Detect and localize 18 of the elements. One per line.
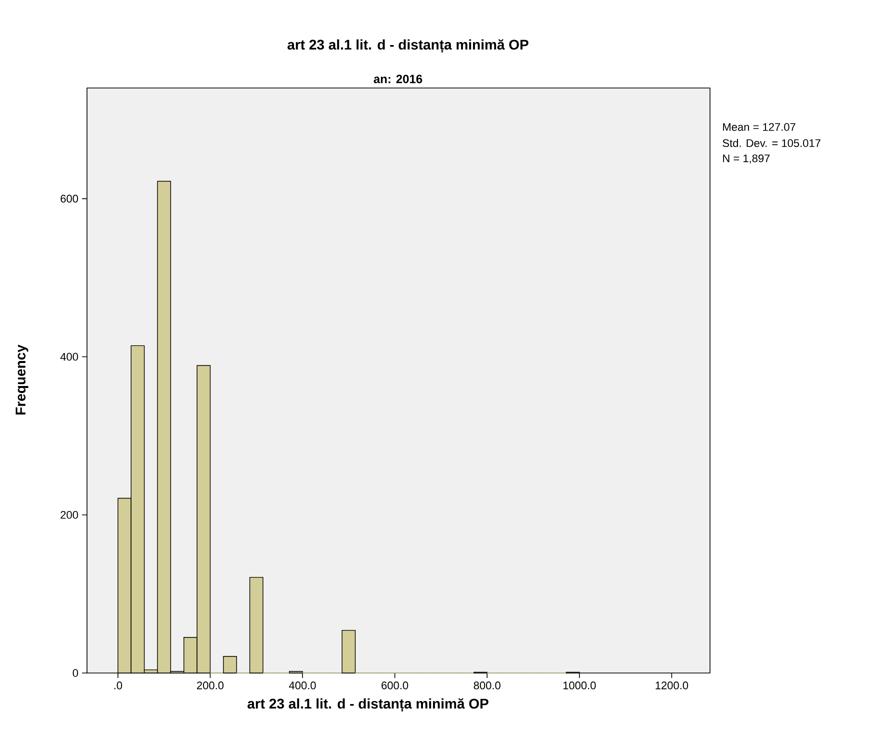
x-tick-label: 800.0 xyxy=(474,682,500,690)
y-tick-label: 200 xyxy=(60,511,78,519)
x-tick-label: .0 xyxy=(114,682,122,690)
text: N = 1,897 xyxy=(723,154,770,164)
y-tick-label: 400 xyxy=(60,352,78,361)
y-axis-title: Frequency xyxy=(16,344,28,414)
text: Std. Dev. = 105.017 xyxy=(722,138,820,148)
x-tick-label: 1000.0 xyxy=(563,682,596,690)
y-tick-label: 600 xyxy=(60,194,78,203)
y-tick-label: 0 xyxy=(72,669,78,677)
text: Mean = 127.07 xyxy=(723,123,796,131)
x-tick-label: 400.0 xyxy=(289,682,316,690)
x-tick-label: 200.0 xyxy=(197,682,224,690)
chart-title: art 23 al.1 lit. d - distanța minimă OP xyxy=(288,39,528,53)
x-tick-label: 600.0 xyxy=(382,682,408,690)
x-tick-label: 1200.0 xyxy=(656,682,688,690)
chart-subtitle: an: 2016 xyxy=(374,74,422,84)
x-axis-title: art 23 al.1 lit. d - distanța minimă OP xyxy=(248,698,488,712)
